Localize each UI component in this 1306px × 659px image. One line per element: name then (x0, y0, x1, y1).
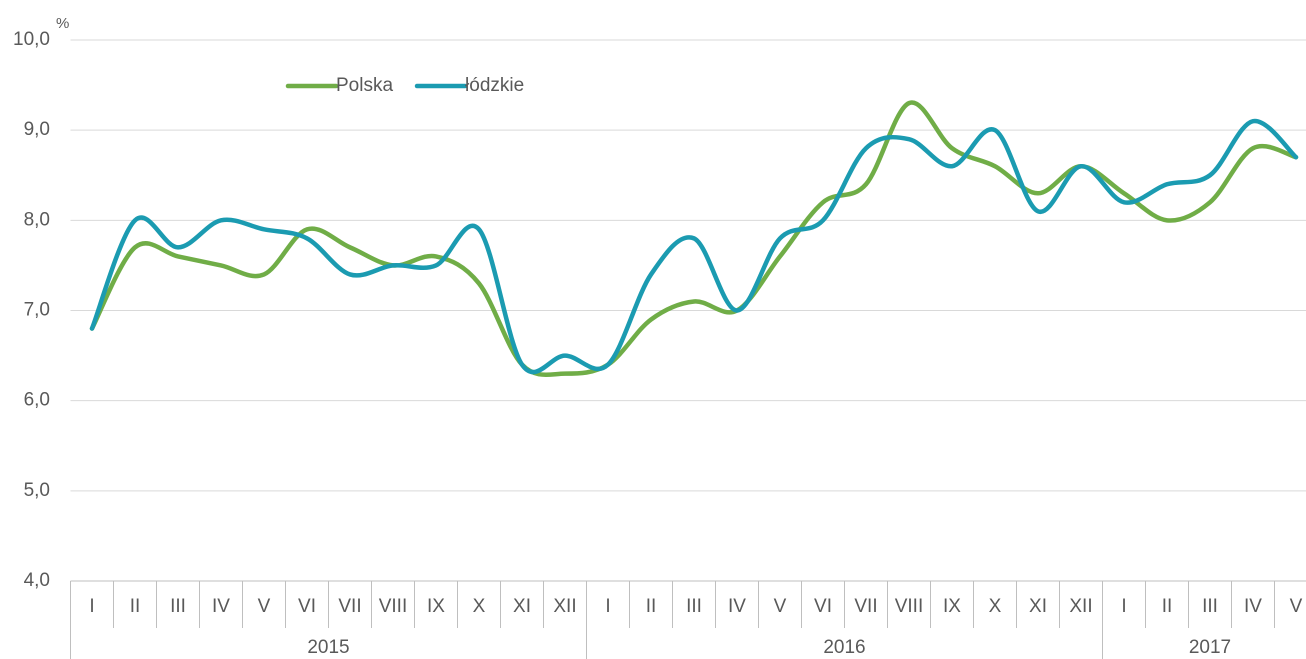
x-tick-label: VII (854, 596, 877, 617)
y-tick-label: 4,0 (24, 570, 50, 591)
x-tick-label: IV (1244, 596, 1262, 617)
x-tick-label: VI (298, 596, 316, 617)
x-tick-label: III (1202, 596, 1218, 617)
x-tick-label: IX (943, 596, 961, 617)
y-tick-label: 6,0 (24, 390, 50, 411)
x-tick-label: I (89, 596, 94, 617)
x-tick-label: II (646, 596, 657, 617)
legend-label: Polska (336, 75, 393, 96)
x-tick-label: V (1290, 596, 1303, 617)
x-tick-label: XI (513, 596, 531, 617)
x-tick-label: XII (553, 596, 576, 617)
legend-label: łódzkie (465, 75, 524, 96)
x-tick-label: VII (338, 596, 361, 617)
x-group-label: 2015 (307, 637, 349, 658)
x-tick-label: I (1121, 596, 1126, 617)
x-tick-label: II (1162, 596, 1173, 617)
y-unit: % (56, 15, 69, 32)
x-tick-label: IX (427, 596, 445, 617)
x-tick-label: IV (212, 596, 230, 617)
x-tick-label: X (989, 596, 1002, 617)
x-tick-label: III (170, 596, 186, 617)
x-tick-label: IV (728, 596, 746, 617)
y-tick-label: 8,0 (24, 209, 50, 230)
x-tick-label: I (605, 596, 610, 617)
x-tick-label: VIII (895, 596, 924, 617)
x-tick-label: III (686, 596, 702, 617)
y-tick-label: 7,0 (24, 300, 50, 321)
y-tick-label: 10,0 (13, 29, 50, 50)
x-tick-label: V (258, 596, 271, 617)
x-tick-label: X (473, 596, 486, 617)
x-tick-label: VIII (379, 596, 408, 617)
x-tick-label: V (774, 596, 787, 617)
y-tick-label: 5,0 (24, 480, 50, 501)
series-line (89, 118, 1299, 375)
x-tick-label: II (130, 596, 141, 617)
y-tick-label: 9,0 (24, 119, 50, 140)
x-tick-label: VI (814, 596, 832, 617)
x-tick-label: XI (1029, 596, 1047, 617)
x-group-label: 2016 (823, 637, 865, 658)
x-tick-label: XII (1069, 596, 1092, 617)
x-group-label: 2017 (1189, 637, 1231, 658)
